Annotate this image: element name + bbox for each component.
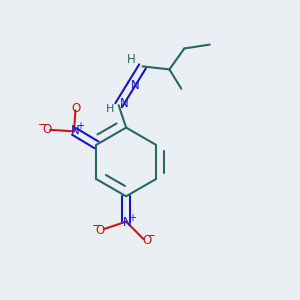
Text: N: N <box>120 97 128 110</box>
Text: O: O <box>71 101 81 115</box>
Text: O: O <box>142 234 152 247</box>
Text: −: − <box>38 118 48 131</box>
Text: N: N <box>131 79 140 92</box>
Text: +: + <box>128 213 136 223</box>
Text: N: N <box>123 216 132 230</box>
Text: O: O <box>95 224 105 237</box>
Text: −: − <box>91 219 101 232</box>
Text: H: H <box>127 53 136 66</box>
Text: H: H <box>106 104 114 114</box>
Text: +: + <box>76 121 84 131</box>
Text: −: − <box>146 230 156 242</box>
Text: N: N <box>71 124 80 137</box>
Text: O: O <box>42 123 51 136</box>
